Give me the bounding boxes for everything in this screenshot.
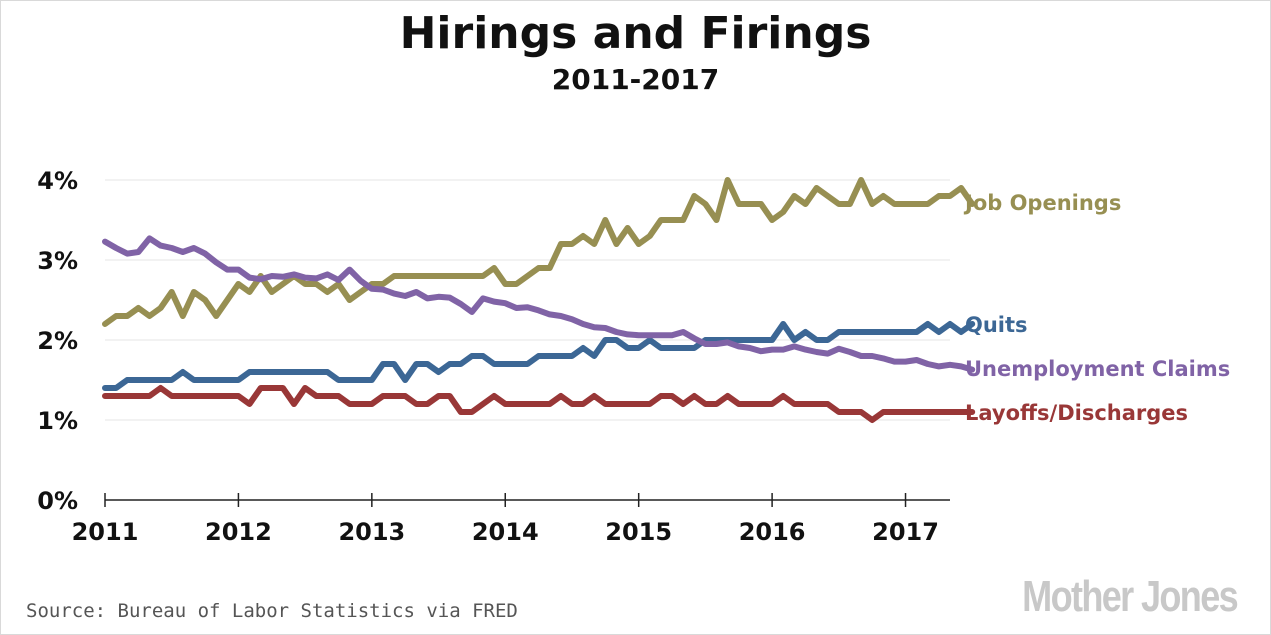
- y-tick-label: 2%: [37, 327, 78, 355]
- x-tick-label: 2012: [205, 518, 272, 546]
- series-line-job-openings: [102, 177, 976, 327]
- x-tick-label: 2015: [605, 518, 672, 546]
- y-tick-label: 0%: [37, 487, 78, 515]
- x-tick-label: 2017: [872, 518, 939, 546]
- series-line-unemployment-claims: [102, 235, 976, 373]
- y-tick-label: 3%: [37, 247, 78, 275]
- grid-lines: [105, 179, 950, 421]
- x-tick-label: 2013: [338, 518, 405, 546]
- series-label: Unemployment Claims: [965, 357, 1230, 381]
- series-line-layoffs-discharges: [102, 385, 976, 423]
- x-tick-label: 2016: [739, 518, 806, 546]
- series-label: Layoffs/Discharges: [965, 401, 1188, 425]
- series-label: Quits: [965, 313, 1028, 337]
- y-tick-label: 1%: [37, 407, 78, 435]
- series-line-quits: [102, 321, 976, 391]
- chart-subtitle: 2011-2017: [551, 63, 720, 96]
- source-note: Source: Bureau of Labor Statistics via F…: [26, 600, 518, 622]
- y-tick-label: 4%: [37, 167, 78, 195]
- series-label: Job Openings: [963, 191, 1121, 215]
- axes: 0% 1% 2% 3% 4% 2011 2012 2013 2014 2015 2016 2017: [37, 167, 950, 546]
- x-tick-label: 2014: [472, 518, 539, 546]
- x-tick-label: 2011: [72, 518, 139, 546]
- chart-title: Hirings and Firings: [399, 8, 872, 59]
- publisher-logo: Mother Jones: [1022, 572, 1239, 621]
- series-lines: [102, 177, 976, 423]
- series-labels: Job Openings Quits Unemployment Claims Layo…: [963, 191, 1230, 425]
